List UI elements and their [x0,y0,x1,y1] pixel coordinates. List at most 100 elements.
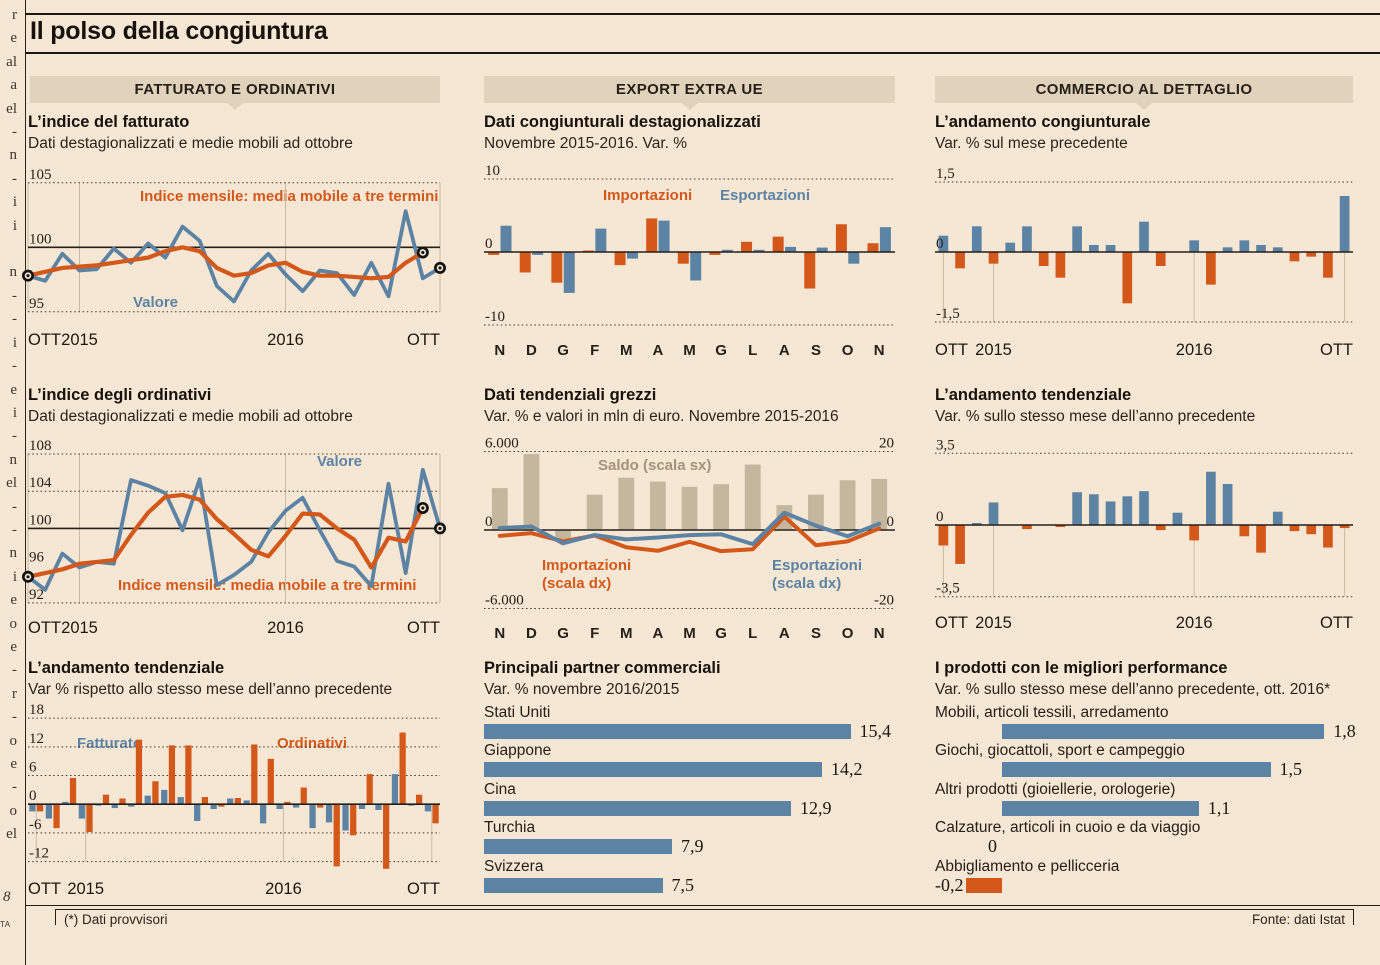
svg-text:L: L [748,625,757,642]
hbar-value: 14,2 [830,759,863,780]
svg-text:A: A [652,342,663,359]
svg-text:F: F [590,625,599,642]
svg-text:-10: -10 [485,309,505,325]
hbar-value: 15,4 [859,721,892,741]
hbar-bar [1002,762,1271,778]
hbar-label: Abbigliamento e pellicceria [935,857,1120,875]
svg-text:18: 18 [29,702,44,718]
svg-text:2015: 2015 [975,614,1012,632]
svg-text:-12: -12 [29,846,49,862]
chart-title: L’indice degli ordinativi [28,386,212,404]
svg-text:N: N [874,342,885,359]
chart-card-export-congiunturali: Dati congiunturali destagionalizzati Nov… [484,112,895,380]
svg-text:L: L [748,342,757,359]
chart-card-export-tendenziali: Dati tendenziali grezzi Var. % e valori … [484,385,895,655]
source-credit: Fonte: dati Istat [1251,912,1345,927]
hbar-label: Turchia [484,819,536,837]
svg-text:2015: 2015 [61,331,98,349]
svg-text:-3,5: -3,5 [936,581,960,597]
svg-text:2016: 2016 [265,880,302,898]
legend-saldo: Saldo (scala sx) [598,457,712,474]
hbar-label: Giochi, giocattoli, sport e campeggio [935,742,1185,760]
svg-text:D: D [526,342,537,359]
export-tendenziali-combo-chart: 6.000 -6.000 20 0 -20 0 N D G F M A M G L A S O N [484,435,895,642]
hbar-barline: 1,8 [935,721,1356,741]
hbar-row: Turchia 7,9 [484,819,895,857]
chart-card-tendenziale-industria: L’andamento tendenziale Var % rispetto a… [28,658,440,903]
legend-valore: Valore [317,453,363,470]
chart-title: I prodotti con le migliori performance [935,659,1228,677]
tendenziale-paired-bar-chart: 18 12 6 -6 -12 0 OTT 2015 2016 OTT [28,702,440,898]
chart-subtitle: Dati destagionalizzati e medie mobili ad… [28,135,353,152]
hbar-label: Svizzera [484,857,544,875]
chart-title: Dati tendenziali grezzi [484,386,657,404]
export-congiunturali-bar-chart: 10 -10 0 N D G F M A M G L A S O N [484,163,895,359]
prodotti-hbar-list: Mobili, articoli tessili, arredamento 1,8… [935,704,1356,896]
svg-text:-20: -20 [874,592,894,608]
svg-text:20: 20 [879,436,894,452]
svg-text:G: G [715,342,727,359]
chart-subtitle: Var. % sullo stesso mese dell’anno prece… [935,408,1256,425]
svg-text:2016: 2016 [1176,341,1213,359]
dettaglio-tendenziale-bar-chart: 3,5 -3,5 0 OTT 2015 2016 OTT [935,437,1353,632]
chart-card-dettaglio-tendenziale: L’andamento tendenziale Var. % sullo ste… [935,385,1353,655]
svg-text:6.000: 6.000 [485,435,519,451]
svg-text:2016: 2016 [267,619,304,637]
svg-text:2016: 2016 [1176,614,1213,632]
chart-card-dettaglio-congiunturale: L’andamento congiunturale Var. % sul mes… [935,112,1353,380]
svg-text:0: 0 [29,788,37,804]
hbar-row: Stati Uniti 15,4 [484,704,895,742]
hbar-bar [1002,724,1325,739]
newsprint-edge-fragments: r e al a el - n - i i n - - i - e i - n … [6,7,17,843]
footer-rule [25,905,1380,906]
svg-text:D: D [526,625,537,642]
hbar-value: 12,9 [800,797,832,818]
hbar-row: Giappone 14,2 [484,742,895,780]
chart-title: L’andamento congiunturale [935,113,1151,131]
svg-text:A: A [779,625,790,642]
svg-text:O: O [842,342,854,359]
hbar-barline: -0,2 [935,875,1353,895]
chart-subtitle: Var. % sullo stesso mese dell’anno prece… [935,681,1331,698]
chart-subtitle: Novembre 2015-2016. Var. % [484,135,688,152]
hbar-value: 7,9 [681,836,704,857]
chart-title: Dati congiunturali destagionalizzati [484,113,761,131]
hbar-value: 1,5 [1279,759,1303,780]
legend-esportazioni: Esportazioni [720,187,811,204]
chart-title: L’andamento tendenziale [935,386,1132,404]
hbar-bar [484,839,673,855]
partner-hbar-list: Stati Uniti 15,4 Giappone 14,2 Cina 12,9 Turch… [484,704,895,896]
svg-text:OTT: OTT [28,331,61,349]
chart-title: Principali partner commerciali [484,659,721,677]
legend-esportazioni-note: (scala dx) [772,575,842,592]
chart-card-indice-fatturato: L’indice del fatturato Dati destagionali… [22,112,446,380]
svg-text:10: 10 [485,163,500,179]
hbar-label: Cina [484,780,516,798]
svg-text:-6: -6 [29,817,42,833]
newsprint-edge-number: 8 [3,889,11,905]
svg-text:OTT: OTT [407,880,440,898]
svg-text:104: 104 [29,475,52,491]
legend-media-mobile: Indice mensile: media mobile a tre termi… [140,188,439,205]
legend-ordinativi: Ordinativi [277,735,348,752]
svg-text:O: O [842,625,854,642]
svg-text:OTT: OTT [28,619,61,637]
svg-text:N: N [874,625,885,642]
svg-text:12: 12 [29,731,44,747]
chart-subtitle: Var. % sul mese precedente [935,135,1128,152]
hbar-bar [1002,800,1199,816]
svg-text:N: N [494,625,505,642]
hbar-row: Svizzera 7,5 [484,858,895,896]
hbar-bar [484,800,792,816]
svg-text:96: 96 [29,550,45,566]
hbar-barline: 7,5 [484,875,895,895]
hbar-barline: 1,5 [935,759,1353,779]
svg-text:A: A [652,625,663,642]
svg-text:N: N [494,342,505,359]
svg-text:OTT: OTT [935,341,968,359]
svg-text:OTT: OTT [407,619,440,637]
hbar-row: Cina 12,9 [484,781,895,819]
svg-text:0: 0 [887,514,895,530]
svg-text:M: M [620,342,633,359]
